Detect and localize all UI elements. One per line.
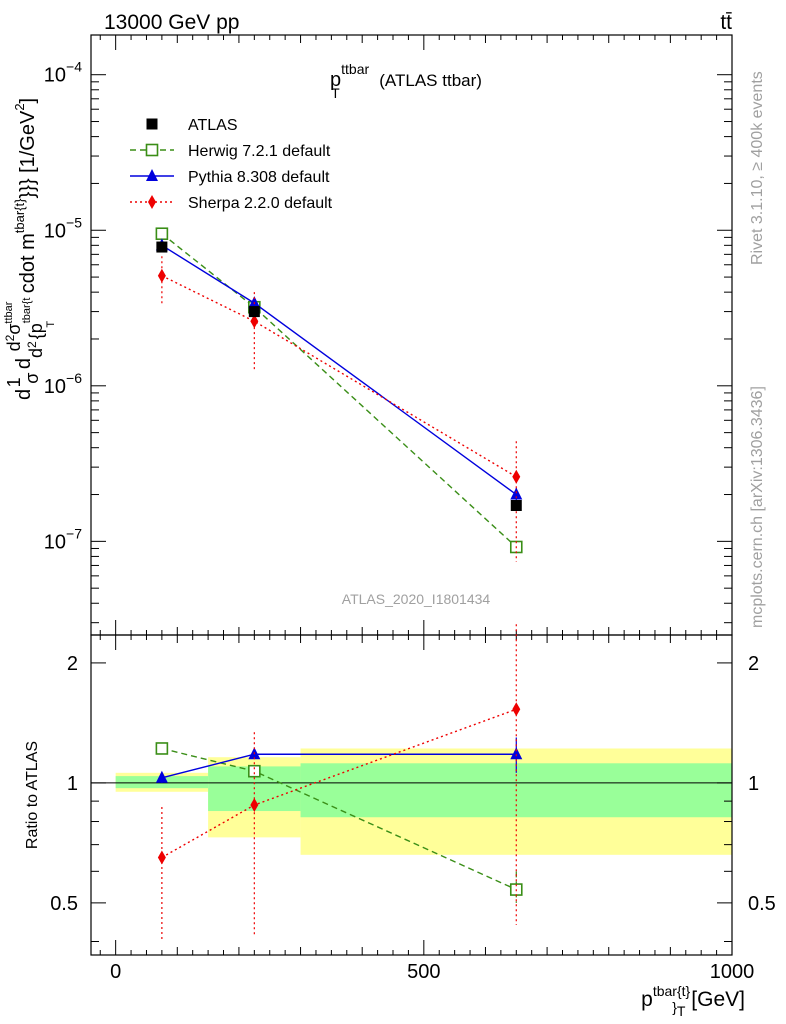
ratio-point [155, 742, 169, 755]
ratio-point [155, 770, 168, 783]
ratio-point [248, 764, 261, 778]
ratio-y-ticks: 0.5 0.5 1 1 2 2 [50, 653, 776, 943]
legend-marker [146, 169, 158, 181]
ratio-y-tick-label-right: 1 [748, 773, 759, 795]
series-point [157, 268, 166, 283]
header-left: 13000 GeV pp [104, 11, 239, 34]
ratio-point [157, 850, 166, 865]
ratio-y-tick-label-left: 0.5 [50, 893, 78, 915]
atlas-data-point [248, 306, 260, 318]
series-line [161, 233, 517, 548]
ratio-y-tick-label-right: 0.5 [748, 893, 776, 915]
legend: ATLAS Herwig 7.2.1 default Pythia 8.308 de… [130, 117, 333, 212]
mcplots-credit-text: mcplots.cern.ch [arXiv:1306.3436] [749, 386, 766, 628]
header-right: tt̄ [720, 11, 732, 34]
main-y-tick-label: 10−6 [44, 370, 82, 398]
ratio-frame [90, 634, 733, 956]
legend-label: Sherpa 2.2.0 default [188, 195, 333, 212]
ratio-bands [91, 748, 732, 855]
legend-marker [146, 118, 158, 130]
series-point [248, 296, 261, 309]
legend-entry: Sherpa 2.2.0 default [130, 195, 333, 212]
main-y-axis-label: d 1 σ d d2σttbar d2{ptbar{tT cdot mtbar{… [0, 98, 59, 400]
legend-label: Pythia 8.308 default [188, 169, 330, 186]
ratio-y-tick-label-right: 2 [748, 653, 759, 675]
series-point [155, 227, 169, 241]
legend-entry: ATLAS [146, 117, 238, 134]
x-axis-label: ptbar{t}}T [GeV] [641, 983, 745, 1019]
ratio-point [512, 702, 521, 717]
main-y-tick-label: 10−7 [44, 525, 82, 553]
series-point [512, 469, 521, 484]
legend-entry: Herwig 7.2.1 default [130, 143, 331, 160]
x-tick-label: 500 [407, 961, 440, 983]
ratio-point [250, 798, 259, 813]
rivet-version-text: Rivet 3.1.10, ≥ 400k events [749, 71, 766, 265]
ratio-y-tick-label-left: 1 [67, 773, 78, 795]
legend-entry: Pythia 8.308 default [130, 169, 330, 186]
ratio-y-tick-label-left: 2 [67, 653, 78, 675]
ratio-point [510, 747, 523, 760]
ratio-y-axis-label: Ratio to ATLAS [24, 741, 41, 849]
main-y-tick-label: 10−4 [44, 59, 82, 87]
series-point [510, 487, 523, 500]
x-tick-label: 0 [110, 961, 121, 983]
legend-label: Herwig 7.2.1 default [188, 143, 331, 160]
atlas-data-point [510, 500, 522, 512]
main-y-ticks: 10−4 10−5 10−6 10−7 [44, 59, 732, 624]
ratio-series [155, 624, 523, 942]
main-series [155, 227, 523, 562]
legend-marker [145, 143, 159, 157]
x-tick-label: 1000 [710, 961, 755, 983]
main-y-tick-label: 10−5 [44, 214, 82, 242]
legend-marker [148, 195, 156, 209]
analysis-watermark: ATLAS_2020_I1801434 [342, 591, 491, 607]
plot-title: pttbar T (ATLAS ttbar) [330, 61, 482, 101]
series-line [161, 244, 517, 496]
series-point [250, 314, 259, 329]
legend-label: ATLAS [188, 117, 238, 134]
atlas-data-point [156, 241, 168, 253]
svg-text:d 1 σ d: d 1 σ d d2σttbar d2{ptbar{tT cdot mtbar{… [0, 98, 59, 400]
series-line [161, 275, 517, 478]
x-ticks: 0 500 1000 [99, 35, 755, 983]
